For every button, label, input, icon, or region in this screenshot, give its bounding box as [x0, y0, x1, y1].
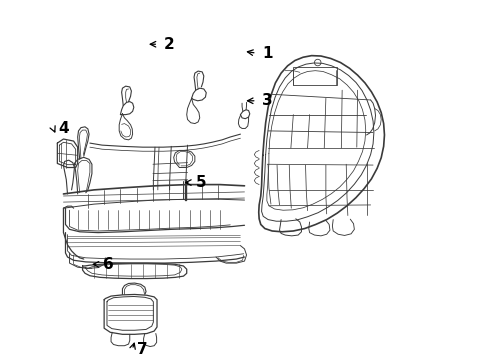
Text: 4: 4: [59, 121, 69, 136]
Text: 1: 1: [262, 46, 272, 61]
Bar: [292, 67, 337, 85]
Text: 7: 7: [137, 342, 148, 357]
Text: 2: 2: [163, 37, 174, 52]
Text: 5: 5: [196, 175, 206, 190]
Text: 3: 3: [262, 93, 272, 108]
Text: 6: 6: [103, 257, 114, 272]
